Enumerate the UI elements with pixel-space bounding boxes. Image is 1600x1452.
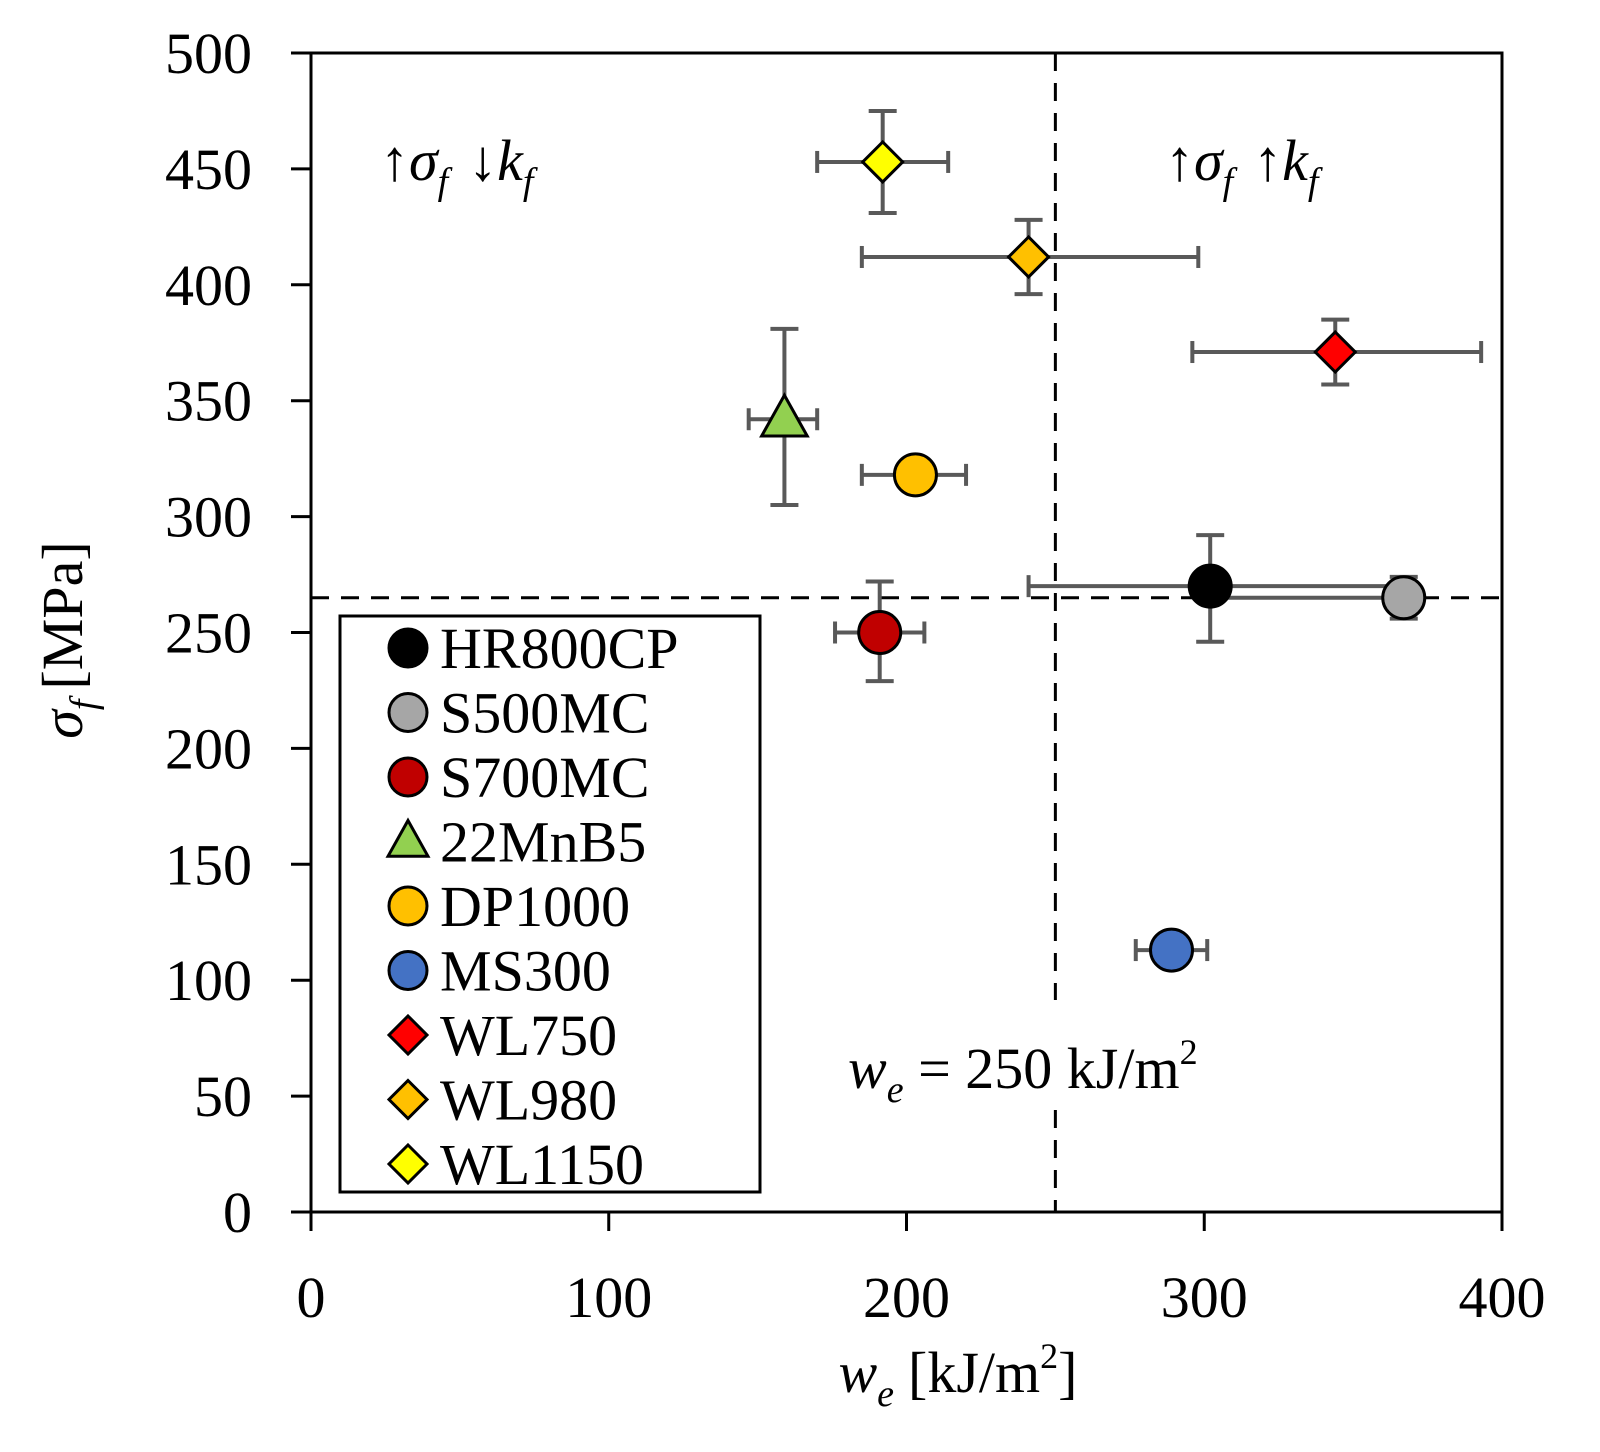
legend-marker-wl980 bbox=[386, 1078, 430, 1121]
point-dp1000 bbox=[892, 452, 938, 498]
point-s500mc bbox=[1381, 575, 1427, 621]
legend-marker-wl750 bbox=[386, 1013, 430, 1057]
point-s700mc bbox=[857, 610, 903, 655]
legend-label-wl980: WL980 bbox=[440, 1068, 617, 1133]
x-axis-unit-sup: 2 bbox=[1040, 1336, 1058, 1376]
error-bars bbox=[746, 108, 1484, 962]
annot-tr-sub1: f bbox=[1223, 161, 1238, 203]
data-points bbox=[759, 139, 1427, 973]
y-tick-label-300: 300 bbox=[165, 485, 252, 550]
legend-label-s700mc: S700MC bbox=[440, 745, 650, 810]
annot-tl-sym2: k bbox=[497, 128, 524, 193]
x-axis-unit: [kJ/m bbox=[908, 1340, 1040, 1405]
legend-label-wl1150: WL1150 bbox=[440, 1132, 644, 1197]
legend-label-22mnb5: 22MnB5 bbox=[440, 810, 646, 875]
annot-tl-sub1: f bbox=[438, 161, 453, 203]
x-tick-label-400: 400 bbox=[1459, 1265, 1546, 1330]
y-axis-unit: [MPa] bbox=[30, 541, 95, 689]
annot-tl-arrow2: ↓ bbox=[468, 128, 497, 193]
y-axis-label: σf [MPa] bbox=[30, 541, 105, 738]
y-tick-label-500: 500 bbox=[165, 21, 252, 86]
y-axis-symbol: σ bbox=[30, 708, 95, 739]
legend-label-wl750: WL750 bbox=[440, 1003, 617, 1068]
y-tick-label-400: 400 bbox=[165, 253, 252, 318]
x-axis-label: we [kJ/m2] bbox=[838, 1336, 1077, 1415]
y-axis-subscript: f bbox=[63, 695, 105, 710]
legend-marker-ms300 bbox=[387, 950, 429, 991]
y-tick-label-450: 450 bbox=[165, 137, 252, 202]
annotation-top-right: ↑σf ↑kf bbox=[1165, 128, 1323, 203]
x-tick-label-200: 200 bbox=[863, 1265, 950, 1330]
point-22mnb5 bbox=[759, 392, 810, 438]
y-tick-label-200: 200 bbox=[165, 716, 252, 781]
axis-ticks: 0 50 100 150 200 250 300 350 400 450 500 0 100 200 300… bbox=[165, 21, 1546, 1330]
annot-tl-sub2: f bbox=[523, 161, 538, 203]
point-wl750 bbox=[1313, 329, 1358, 375]
y-tick-label-150: 150 bbox=[165, 832, 252, 897]
annot-vl-sup: 2 bbox=[1180, 1032, 1198, 1072]
annot-tr-arrow2: ↑ bbox=[1253, 128, 1282, 193]
annot-vl-text: = 250 kJ/m bbox=[904, 1036, 1180, 1101]
legend-marker-dp1000 bbox=[387, 885, 429, 927]
legend: HR800CPS500MCS700MC22MnB5DP1000MS300WL75… bbox=[338, 614, 762, 1197]
y-tick-label-50: 50 bbox=[194, 1064, 252, 1129]
x-axis-symbol: w bbox=[838, 1340, 877, 1405]
legend-label-ms300: MS300 bbox=[440, 939, 611, 1004]
annot-tl-sym1: σ bbox=[409, 128, 440, 193]
legend-label-dp1000: DP1000 bbox=[440, 874, 630, 939]
legend-marker-s500mc bbox=[387, 692, 429, 733]
legend-marker-22mnb5 bbox=[385, 817, 431, 858]
legend-marker-s700mc bbox=[387, 756, 429, 798]
x-tick-label-300: 300 bbox=[1161, 1265, 1248, 1330]
annot-tr-sym2: k bbox=[1282, 128, 1309, 193]
point-wl980 bbox=[1006, 234, 1051, 280]
point-wl1150 bbox=[860, 139, 905, 185]
annot-tl-arrow1: ↑ bbox=[380, 128, 409, 193]
x-tick-label-0: 0 bbox=[297, 1265, 326, 1330]
legend-marker-hr800cp bbox=[387, 627, 429, 669]
point-ms300 bbox=[1148, 927, 1194, 973]
y-tick-label-0: 0 bbox=[223, 1180, 252, 1245]
annot-tr-sym1: σ bbox=[1194, 128, 1225, 193]
annotation-vline-label: we = 250 kJ/m2 bbox=[848, 1032, 1198, 1111]
legend-marker-wl1150 bbox=[386, 1142, 430, 1186]
annot-vl-sub: e bbox=[887, 1069, 904, 1111]
legend-items: HR800CPS500MCS700MC22MnB5DP1000MS300WL75… bbox=[385, 616, 679, 1197]
point-hr800cp bbox=[1187, 563, 1233, 609]
y-tick-label-100: 100 bbox=[165, 948, 252, 1013]
annot-vl-sym: w bbox=[848, 1036, 887, 1101]
annot-tr-arrow1: ↑ bbox=[1165, 128, 1194, 193]
x-axis-unit-close: ] bbox=[1058, 1340, 1077, 1405]
annot-tr-sub2: f bbox=[1308, 161, 1323, 203]
y-tick-label-250: 250 bbox=[165, 601, 252, 666]
y-tick-label-350: 350 bbox=[165, 369, 252, 434]
legend-label-hr800cp: HR800CP bbox=[440, 616, 679, 681]
x-tick-label-100: 100 bbox=[565, 1265, 652, 1330]
x-axis-subscript: e bbox=[877, 1373, 894, 1415]
annotation-top-left: ↑σf ↓kf bbox=[380, 128, 538, 203]
legend-label-s500mc: S500MC bbox=[440, 681, 650, 746]
